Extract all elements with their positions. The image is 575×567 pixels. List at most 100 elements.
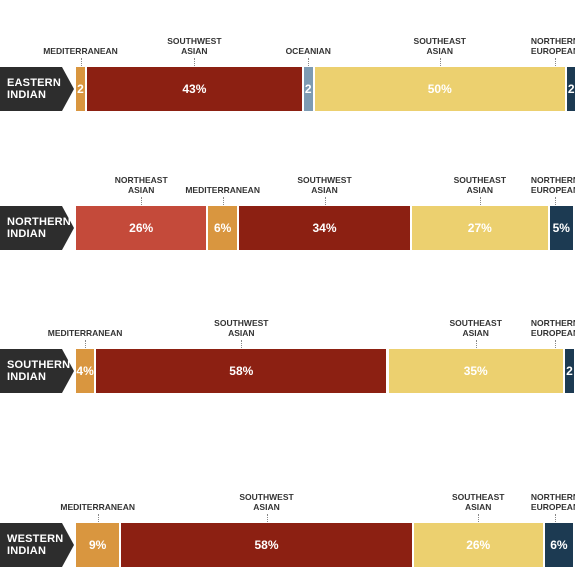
category-label-line: EUROPEAN [530,502,575,512]
category-label-line: NORTHERN [530,36,575,46]
bar-segment: 2 [76,67,85,111]
category-label-line: NORTHERN [530,175,575,185]
row-label: NORTHERN INDIAN [0,206,76,250]
category-label-line: EUROPEAN [530,185,575,195]
leader-line [308,58,310,66]
category-label-line: MEDITERRANEAN [60,502,135,512]
bar-segment: 50% [314,67,565,111]
bar-segment: 26% [413,523,543,567]
category-label-line: ASIAN [462,328,489,338]
data-label: 58% [229,364,254,378]
data-label: 35% [463,364,488,378]
data-label: 2 [77,82,84,96]
bar-segment: 9% [76,523,120,567]
category-label-line: ASIAN [181,46,208,56]
leader-line [324,197,326,205]
category-label: NORTHEAST ASIAN [115,175,168,195]
category-label-line: SOUTHWEST [297,175,352,185]
bar-segment: 27% [412,206,548,250]
bar-segment: 6% [208,206,237,250]
category-label-line: SOUTHWEST [214,318,269,328]
data-label: 26% [466,538,491,552]
row-label: EASTERN INDIAN [0,67,76,111]
category-label: NORTHERN EUROPEAN [531,318,575,338]
bar-segment: 58% [96,349,387,393]
bar-segment: 6% [544,523,573,567]
row-label-line: WESTERN [7,533,64,545]
bar-segment: 26% [76,206,207,250]
data-label: 43% [182,82,207,96]
bar-segment: 35% [388,349,563,393]
category-label: SOUTHEAST ASIAN [452,492,504,512]
row-label-line: INDIAN [7,89,47,101]
row-label-line: SOUTHERN [7,359,71,371]
category-label-line: EUROPEAN [530,46,575,56]
category-label: SOUTHEAST ASIAN [449,318,501,338]
category-label-line: ASIAN [228,328,255,338]
category-label: MEDITERRANEAN [185,185,260,195]
category-label: SOUTHWEST ASIAN [297,175,351,195]
leader-line [85,340,87,348]
category-label-line: ASIAN [311,185,338,195]
leader-line [141,197,143,205]
category-label-line: ASIAN [426,46,453,56]
data-label: 4% [76,364,94,378]
data-label: 2 [304,82,312,96]
row-label-tag [0,523,74,567]
category-label: MEDITERRANEAN [48,328,123,338]
row-label-line: INDIAN [7,371,47,383]
data-label: 26% [129,221,154,235]
category-label-line: SOUTHEAST [452,492,505,502]
category-label-line: EUROPEAN [530,328,575,338]
category-label-line: ASIAN [253,502,280,512]
leader-line [479,197,481,205]
row-label-tag [0,206,74,250]
category-label: MEDITERRANEAN [43,46,118,56]
category-label-line: SOUTHWEST [167,36,222,46]
data-label: 34% [312,221,337,235]
category-label-line: SOUTHEAST [453,175,507,185]
leader-line [80,58,82,66]
data-label: 27% [467,221,492,235]
data-label: 2 [567,82,575,96]
bar-segment: 2 [303,67,313,111]
row-label-line: NORTHERN [7,216,71,228]
category-label-line: MEDITERRANEAN [43,46,118,56]
bar-segment: 43% [87,67,302,111]
category-label: NORTHERN EUROPEAN [531,36,575,56]
category-label-line: SOUTHWEST [239,492,294,502]
category-label-line: NORTHEAST [114,175,168,185]
category-label: NORTHERN EUROPEAN [531,492,575,512]
leader-line [241,340,243,348]
bar-segment: 5% [549,206,573,250]
leader-line [475,340,477,348]
bar-segment: 2 [566,67,575,111]
category-label: SOUTHWEST ASIAN [214,318,268,338]
category-label-line: NORTHERN [530,492,575,502]
category-label-line: SOUTHEAST [449,318,502,328]
bar-segment: 34% [238,206,411,250]
data-label: 2 [566,364,573,378]
category-label-line: OCEANIAN [285,46,331,56]
row-label-tag [0,349,74,393]
bar-segment: 2 [564,349,574,393]
leader-line [478,514,480,522]
category-label-line: NORTHERN [530,318,575,328]
leader-line [97,514,99,522]
row-label: WESTERN INDIAN [0,523,76,567]
data-label: 58% [254,538,279,552]
leader-line [555,197,556,205]
bar-segment: 4% [76,349,95,393]
leader-line [222,197,224,205]
category-label-line: ASIAN [127,185,155,195]
category-label: SOUTHWEST ASIAN [239,492,293,512]
data-label: 6% [550,538,568,552]
category-label: SOUTHEAST ASIAN [454,175,506,195]
row-label-tag [0,67,74,111]
category-label: MEDITERRANEAN [60,502,135,512]
category-label: OCEANIAN [286,46,331,56]
row-label-line: INDIAN [7,545,47,557]
leader-line [555,340,556,348]
category-label-line: ASIAN [464,502,492,512]
